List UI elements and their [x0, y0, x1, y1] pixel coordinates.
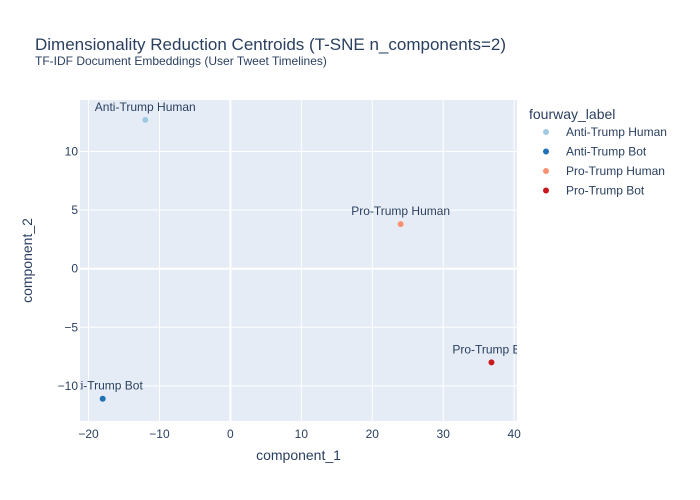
point-pro-trump-human [397, 221, 404, 228]
legend-label: Anti-Trump Bot [566, 145, 647, 159]
point-pro-trump-bot [488, 359, 495, 366]
legend-item-anti-trump-bot[interactable]: Anti-Trump Bot [543, 145, 647, 159]
legend-label: Pro-Trump Bot [566, 184, 645, 198]
x-tick-label: 20 [366, 427, 380, 441]
x-tick-label: 0 [227, 427, 234, 441]
plot-area [80, 100, 517, 421]
chart-title: Dimensionality Reduction Centroids (T-SN… [35, 35, 506, 54]
point-label-anti-trump-human: Anti-Trump Human [95, 100, 196, 114]
point-anti-trump-human [142, 116, 149, 123]
y-tick-label: −10 [58, 379, 79, 393]
legend-item-pro-trump-human[interactable]: Pro-Trump Human [543, 164, 665, 178]
x-tick-label: −20 [78, 427, 99, 441]
x-tick-label: 30 [437, 427, 451, 441]
chart-subtitle: TF-IDF Document Embeddings (User Tweet T… [35, 54, 327, 68]
data-points: Anti-Trump Human Anti-Trump Bot Pro-Trump … [63, 100, 531, 402]
legend-title: fourway_label [529, 106, 615, 122]
y-tick-label: −5 [64, 320, 78, 334]
point-anti-trump-bot [99, 395, 106, 402]
legend: Anti-Trump Human Anti-Trump Bot Pro-Trump … [543, 125, 667, 198]
legend-marker [543, 168, 549, 174]
x-axis-title: component_1 [256, 447, 341, 463]
legend-marker [543, 148, 549, 155]
y-tick-label: 5 [71, 203, 78, 217]
x-axis-ticks: −20 −10 0 10 20 30 40 [78, 427, 521, 441]
legend-label: Pro-Trump Human [566, 164, 665, 178]
legend-marker [543, 187, 549, 194]
point-label-pro-trump-bot: Pro-Trump Bot [452, 342, 531, 356]
x-tick-label: −10 [149, 427, 170, 441]
legend-item-pro-trump-bot[interactable]: Pro-Trump Bot [543, 184, 645, 198]
x-tick-label: 10 [295, 427, 309, 441]
y-tick-label: 0 [71, 262, 78, 276]
y-tick-label: 10 [65, 145, 79, 159]
gridlines [80, 100, 517, 421]
y-axis-ticks: −10 −5 0 5 10 [58, 145, 79, 393]
point-label-pro-trump-human: Pro-Trump Human [351, 204, 450, 218]
legend-label: Anti-Trump Human [566, 125, 667, 139]
y-axis-title: component_2 [19, 218, 35, 303]
x-tick-label: 40 [507, 427, 521, 441]
point-label-anti-trump-bot: Anti-Trump Bot [63, 379, 144, 393]
legend-item-anti-trump-human[interactable]: Anti-Trump Human [543, 125, 667, 139]
legend-marker [543, 129, 549, 135]
